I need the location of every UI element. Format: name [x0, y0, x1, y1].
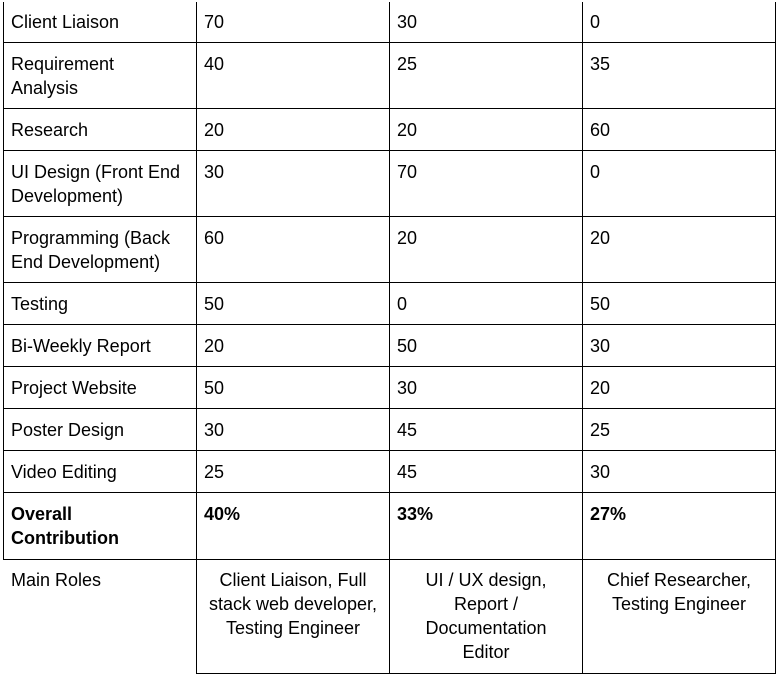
contribution-table: Client Liaison 70 30 0 Requirement Analy… — [3, 2, 776, 674]
member-1-value-cell: 70 — [204, 12, 225, 32]
member-3-value-cell: 25 — [590, 420, 611, 440]
task-name-cell: UI Design (Front End Development) — [11, 162, 181, 206]
member-1-value-cell: 30 — [204, 420, 225, 440]
member-1-overall-percent: 40% — [204, 504, 241, 524]
task-name-cell: Testing — [11, 294, 69, 314]
member-1-value-cell: 20 — [204, 336, 225, 356]
member-3-value-cell: 30 — [590, 462, 611, 482]
row-divider — [3, 282, 776, 283]
table-border-left — [3, 2, 4, 560]
member-3-value-cell: 35 — [590, 54, 611, 74]
member-1-value-cell: 60 — [204, 228, 225, 248]
overall-contribution-label: Overall Contribution — [11, 504, 119, 548]
task-name-cell: Research — [11, 120, 89, 140]
member-2-value-cell: 50 — [397, 336, 418, 356]
member-3-roles: Chief Researcher, Testing Engineer — [606, 570, 752, 614]
member-2-value-cell: 0 — [397, 294, 408, 314]
member-3-value-cell: 30 — [590, 336, 611, 356]
member-1-value-cell: 40 — [204, 54, 225, 74]
main-roles-label: Main Roles — [11, 570, 102, 590]
member-2-value-cell: 20 — [397, 120, 418, 140]
member-2-value-cell: 45 — [397, 462, 418, 482]
row-divider — [3, 324, 776, 325]
column-divider-3 — [582, 2, 583, 674]
member-1-value-cell: 50 — [204, 378, 225, 398]
task-name-cell: Video Editing — [11, 462, 117, 482]
table-border-right — [775, 2, 776, 674]
member-3-value-cell: 0 — [590, 162, 601, 182]
member-1-value-cell: 25 — [204, 462, 225, 482]
row-divider — [3, 450, 776, 451]
member-3-value-cell: 60 — [590, 120, 611, 140]
member-1-value-cell: 30 — [204, 162, 225, 182]
row-divider — [3, 408, 776, 409]
column-divider-1 — [196, 2, 197, 674]
member-1-value-cell: 20 — [204, 120, 225, 140]
task-name-cell: Poster Design — [11, 420, 125, 440]
member-2-value-cell: 30 — [397, 378, 418, 398]
task-name-cell: Bi-Weekly Report — [11, 336, 151, 356]
row-divider — [3, 559, 776, 560]
member-2-overall-percent: 33% — [397, 504, 434, 524]
member-2-value-cell: 30 — [397, 12, 418, 32]
row-divider — [3, 366, 776, 367]
member-1-value-cell: 50 — [204, 294, 225, 314]
column-divider-2 — [389, 2, 390, 674]
row-divider — [3, 216, 776, 217]
member-3-overall-percent: 27% — [590, 504, 627, 524]
row-divider — [3, 108, 776, 109]
task-name-cell: Programming (Back End Development) — [11, 228, 171, 272]
member-3-value-cell: 20 — [590, 228, 611, 248]
row-divider — [3, 150, 776, 151]
member-2-value-cell: 45 — [397, 420, 418, 440]
member-2-value-cell: 25 — [397, 54, 418, 74]
row-divider — [3, 42, 776, 43]
member-3-value-cell: 20 — [590, 378, 611, 398]
row-divider — [3, 492, 776, 493]
member-2-value-cell: 70 — [397, 162, 418, 182]
task-name-cell: Requirement Analysis — [11, 54, 115, 98]
task-name-cell: Client Liaison — [11, 12, 120, 32]
member-1-roles: Client Liaison, Full stack web developer… — [208, 570, 378, 638]
member-3-value-cell: 50 — [590, 294, 611, 314]
member-2-value-cell: 20 — [397, 228, 418, 248]
table-border-bottom — [196, 673, 776, 674]
task-name-cell: Project Website — [11, 378, 137, 398]
member-3-value-cell: 0 — [590, 12, 601, 32]
member-2-roles: UI / UX design, Report / Documentation E… — [425, 570, 547, 662]
